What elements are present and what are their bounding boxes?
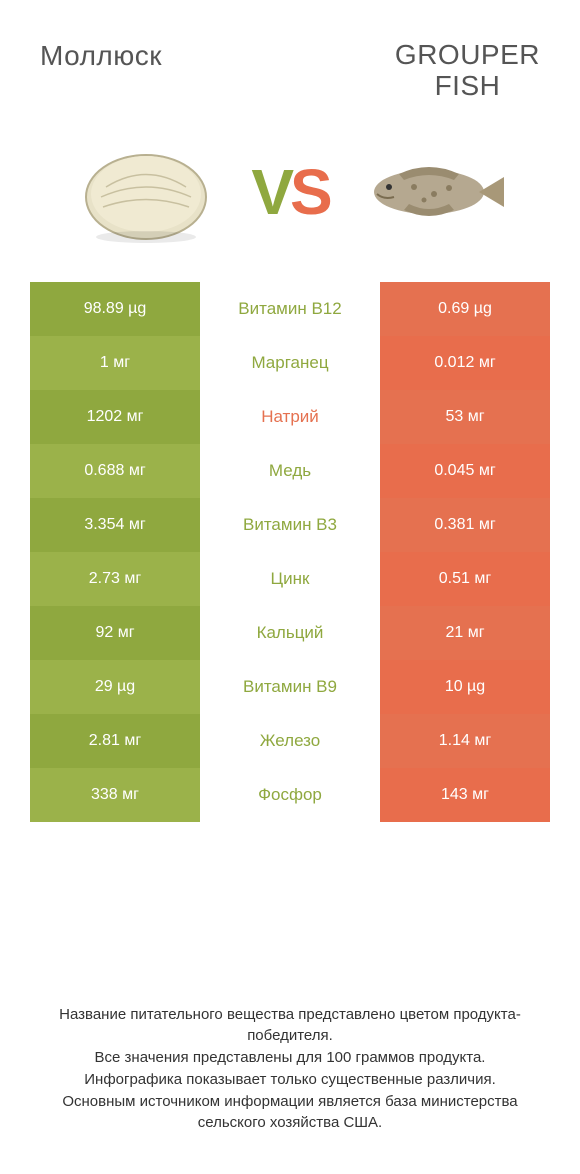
left-value: 2.73 мг	[30, 552, 200, 606]
nutrient-label: Медь	[200, 444, 380, 498]
table-row: 98.89 µgВитамин B120.69 µg	[30, 282, 550, 336]
table-row: 3.354 мгВитамин B30.381 мг	[30, 498, 550, 552]
right-title-line2: FISH	[395, 71, 540, 102]
footer-line-2: Все значения представлены для 100 граммо…	[30, 1047, 550, 1069]
table-row: 0.688 мгМедь0.045 мг	[30, 444, 550, 498]
nutrient-label: Витамин B9	[200, 660, 380, 714]
nutrient-label: Железо	[200, 714, 380, 768]
right-value: 0.012 мг	[380, 336, 550, 390]
right-value: 0.51 мг	[380, 552, 550, 606]
table-row: 1202 мгНатрий53 мг	[30, 390, 550, 444]
left-value: 1202 мг	[30, 390, 200, 444]
right-value: 0.69 µg	[380, 282, 550, 336]
table-row: 2.73 мгЦинк0.51 мг	[30, 552, 550, 606]
right-value: 0.381 мг	[380, 498, 550, 552]
left-value: 98.89 µg	[30, 282, 200, 336]
nutrient-label: Кальций	[200, 606, 380, 660]
nutrient-label: Фосфор	[200, 768, 380, 822]
left-value: 92 мг	[30, 606, 200, 660]
footer-line-4: Основным источником информации является …	[30, 1091, 550, 1135]
nutrient-label: Марганец	[200, 336, 380, 390]
nutrient-label: Натрий	[200, 390, 380, 444]
footer-line-1: Название питательного вещества представл…	[30, 1004, 550, 1048]
left-value: 3.354 мг	[30, 498, 200, 552]
header: Моллюск GROUPER FISH	[0, 0, 580, 112]
comparison-table: 98.89 µgВитамин B120.69 µg1 мгМарганец0.…	[30, 282, 550, 822]
right-value: 143 мг	[380, 768, 550, 822]
vs-v: V	[251, 156, 290, 228]
nutrient-label: Витамин B3	[200, 498, 380, 552]
clam-image	[71, 132, 221, 252]
table-row: 29 µgВитамин B910 µg	[30, 660, 550, 714]
left-value: 0.688 мг	[30, 444, 200, 498]
left-title: Моллюск	[40, 40, 162, 72]
table-row: 338 мгФосфор143 мг	[30, 768, 550, 822]
right-value: 53 мг	[380, 390, 550, 444]
nutrient-label: Витамин B12	[200, 282, 380, 336]
vs-s: S	[290, 156, 329, 228]
vs-text: VS	[251, 155, 328, 229]
right-value: 21 мг	[380, 606, 550, 660]
footer-line-3: Инфографика показывает только существенн…	[30, 1069, 550, 1091]
left-value: 2.81 мг	[30, 714, 200, 768]
table-row: 2.81 мгЖелезо1.14 мг	[30, 714, 550, 768]
table-row: 92 мгКальций21 мг	[30, 606, 550, 660]
grouper-image	[359, 132, 509, 252]
left-value: 29 µg	[30, 660, 200, 714]
left-value: 338 мг	[30, 768, 200, 822]
right-title-line1: GROUPER	[395, 40, 540, 71]
vs-row: VS	[0, 112, 580, 282]
right-title: GROUPER FISH	[395, 40, 540, 102]
right-value: 10 µg	[380, 660, 550, 714]
left-value: 1 мг	[30, 336, 200, 390]
table-row: 1 мгМарганец0.012 мг	[30, 336, 550, 390]
nutrient-label: Цинк	[200, 552, 380, 606]
right-value: 1.14 мг	[380, 714, 550, 768]
right-value: 0.045 мг	[380, 444, 550, 498]
footer: Название питательного вещества представл…	[0, 1004, 580, 1135]
